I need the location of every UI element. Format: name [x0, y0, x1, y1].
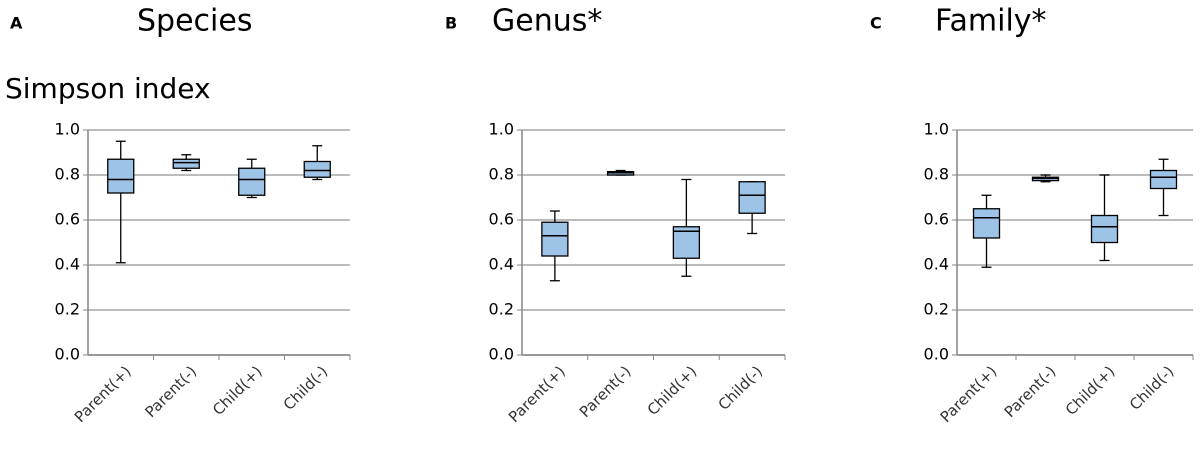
- box: [107, 158, 135, 194]
- y-tick-label: 0.8: [55, 165, 80, 184]
- panel-label: A: [10, 14, 23, 33]
- panel-label: C: [870, 14, 882, 33]
- y-tick-label: 0.8: [489, 165, 514, 184]
- panel-label: B: [445, 14, 457, 33]
- box: [303, 160, 331, 178]
- x-tick-label: Parent(-): [141, 362, 200, 421]
- x-tick-label: Parent(+): [71, 362, 135, 426]
- x-tick-label: Parent(-): [576, 362, 635, 421]
- y-tick-label: 0.2: [924, 300, 949, 319]
- y-tick-label: 0.4: [55, 255, 80, 274]
- y-tick-label: 0.6: [924, 210, 949, 229]
- x-tick-label: Child(-): [280, 362, 332, 414]
- panel-title: Family*: [935, 4, 1047, 39]
- x-tick-label: Parent(+): [505, 362, 569, 426]
- x-tick-label: Parent(-): [1001, 362, 1060, 421]
- y-tick-label: 0.4: [489, 255, 514, 274]
- y-axis-label: Simpson index: [5, 72, 211, 105]
- box: [1090, 214, 1119, 244]
- box: [972, 208, 1001, 239]
- y-tick-label: 0.0: [55, 345, 80, 364]
- y-tick-label: 1.0: [489, 120, 514, 139]
- panel-title: Species: [137, 4, 252, 39]
- y-tick-label: 0.2: [55, 300, 80, 319]
- y-tick-label: 0.4: [924, 255, 949, 274]
- box: [541, 221, 569, 257]
- y-tick-label: 0.0: [924, 345, 949, 364]
- y-tick-label: 1.0: [55, 120, 80, 139]
- y-tick-label: 0.8: [924, 165, 949, 184]
- box: [238, 167, 266, 196]
- y-tick-label: 1.0: [924, 120, 949, 139]
- x-tick-label: Child(-): [715, 362, 767, 414]
- y-tick-label: 0.2: [489, 300, 514, 319]
- y-tick-label: 0.6: [489, 210, 514, 229]
- box: [1149, 169, 1178, 190]
- x-tick-label: Child(+): [1062, 362, 1119, 419]
- x-tick-label: Child(+): [209, 362, 266, 419]
- box: [738, 181, 766, 214]
- x-tick-label: Parent(+): [937, 362, 1001, 426]
- box: [172, 158, 200, 169]
- y-tick-label: 0.6: [55, 210, 80, 229]
- x-tick-label: Child(-): [1126, 362, 1178, 414]
- x-tick-label: Child(+): [644, 362, 701, 419]
- panel-title: Genus*: [492, 4, 602, 39]
- y-tick-label: 0.0: [489, 345, 514, 364]
